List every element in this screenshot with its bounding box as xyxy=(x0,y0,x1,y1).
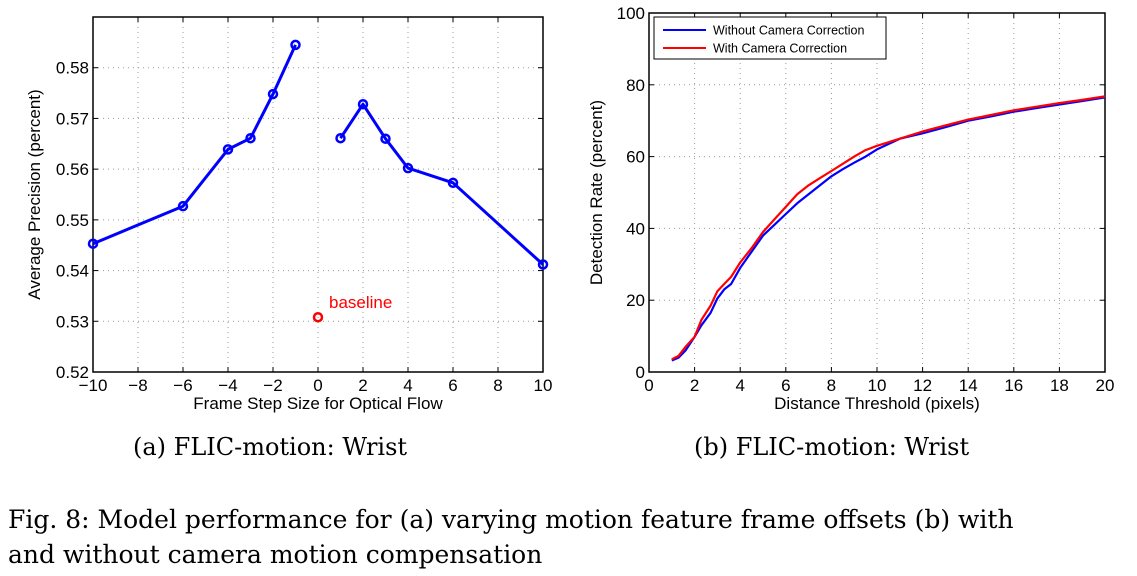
data-point xyxy=(245,132,256,144)
series-line xyxy=(92,44,297,246)
figure-caption-line-2: and without camera motion compensation xyxy=(8,540,543,569)
series-without-camera-correction xyxy=(671,96,1106,362)
series-negative-offsets xyxy=(87,39,301,249)
x-tick-label: −6 xyxy=(173,376,192,395)
x-tick-label: 0 xyxy=(313,376,322,395)
x-tick-label: −10 xyxy=(79,376,108,395)
series-baseline xyxy=(312,311,324,323)
data-point xyxy=(335,132,346,144)
chart-a-precision-vs-step: −10 −8 −6 −4 −2 0 2 4 6 8 10 0.52 0.53 0.54 0.55 0.56 0.… xyxy=(25,16,553,413)
x-tick-label: −2 xyxy=(263,376,282,395)
data-point xyxy=(267,88,279,100)
legend-label: Without Camera Correction xyxy=(713,24,864,38)
figure-caption: Fig. 8: Model performance for (a) varyin… xyxy=(8,502,1133,572)
data-point xyxy=(222,144,234,155)
x-tick-label: −8 xyxy=(128,376,147,395)
data-point xyxy=(537,259,549,270)
x-tick-label: 8 xyxy=(493,376,502,395)
x-tick-label: 6 xyxy=(448,376,457,395)
data-point xyxy=(380,133,391,144)
y-tick-label: 0.58 xyxy=(56,59,89,78)
legend: Without Camera Correction With Camera Cor… xyxy=(653,16,887,60)
annotation-baseline: baseline xyxy=(329,293,392,312)
x-tick-label: 10 xyxy=(868,376,887,395)
y-tick-label: 0.56 xyxy=(56,160,89,179)
data-point xyxy=(357,98,369,110)
legend-label: With Camera Correction xyxy=(713,42,847,56)
data-point xyxy=(402,162,414,174)
x-tick-label: 12 xyxy=(913,376,932,395)
x-tick-label: 2 xyxy=(358,376,367,395)
data-point xyxy=(177,200,189,212)
x-tick-label: 18 xyxy=(1050,376,1069,395)
figure-caption-line-1: Fig. 8: Model performance for (a) varyin… xyxy=(8,505,1014,534)
x-axis-label: Frame Step Size for Optical Flow xyxy=(193,394,443,413)
y-tick-label: 60 xyxy=(626,148,645,167)
x-tick-label: 0 xyxy=(644,376,653,395)
x-tick-label: −4 xyxy=(218,376,237,395)
y-tick-label: 0.52 xyxy=(56,363,89,382)
x-tick-label: 10 xyxy=(534,376,553,395)
x-tick-label: 20 xyxy=(1096,376,1115,395)
x-tick-label: 8 xyxy=(827,376,836,395)
subcaption-b: (b) FLIC-motion: Wrist xyxy=(694,433,970,461)
x-tick-label: 16 xyxy=(1004,376,1023,395)
y-tick-label: 20 xyxy=(626,291,645,310)
y-axis-label: Average Precision (percent) xyxy=(25,89,44,299)
y-tick-label: 0.54 xyxy=(56,262,89,281)
series-with-camera-correction xyxy=(671,95,1106,361)
figure-canvas: −10 −8 −6 −4 −2 0 2 4 6 8 10 0.52 0.53 0.54 0.55 0.56 0.… xyxy=(25,4,1114,413)
y-tick-label: 80 xyxy=(626,76,645,95)
y-axis-label: Detection Rate (percent) xyxy=(587,100,606,285)
data-point xyxy=(312,311,324,323)
data-point xyxy=(87,238,99,249)
legend-box xyxy=(653,16,887,60)
subcaption-a: (a) FLIC-motion: Wrist xyxy=(133,433,408,461)
x-tick-label: 4 xyxy=(403,376,412,395)
y-tick-label: 0.53 xyxy=(56,312,89,331)
x-tick-label: 6 xyxy=(781,376,790,395)
series-line xyxy=(671,96,1106,362)
y-tick-label: 100 xyxy=(617,4,645,23)
x-axis-label: Distance Threshold (pixels) xyxy=(774,394,980,413)
chart-b-detection-rate: 0 2 4 6 8 10 12 14 16 18 20 0 20 40 60 80 100 Distance Th… xyxy=(587,4,1114,413)
series-positive-offsets xyxy=(335,98,549,270)
y-tick-label: 40 xyxy=(626,219,645,238)
series-line xyxy=(339,102,545,266)
plot-frame xyxy=(648,12,1106,373)
data-point xyxy=(447,177,459,189)
plot-frame xyxy=(92,16,544,373)
series-line xyxy=(671,95,1106,361)
y-tick-label: 0 xyxy=(636,363,645,382)
x-tick-label: 2 xyxy=(690,376,699,395)
x-tick-label: 4 xyxy=(735,376,744,395)
y-tick-label: 0.57 xyxy=(56,109,89,128)
x-tick-label: 14 xyxy=(959,376,978,395)
y-tick-label: 0.55 xyxy=(56,211,89,230)
data-point xyxy=(290,39,301,51)
